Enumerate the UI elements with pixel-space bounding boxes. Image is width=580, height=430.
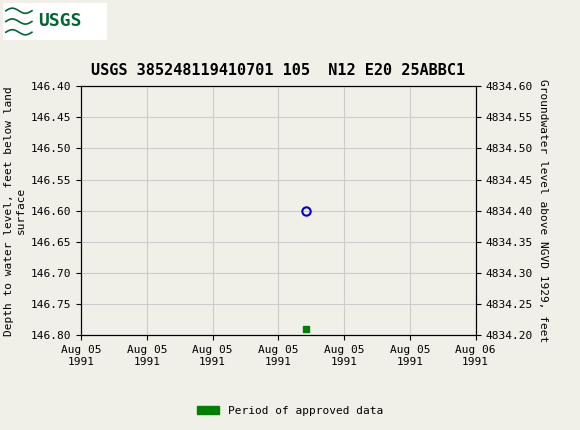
Y-axis label: Groundwater level above NGVD 1929, feet: Groundwater level above NGVD 1929, feet xyxy=(538,79,548,342)
Title: USGS 385248119410701 105  N12 E20 25ABBC1: USGS 385248119410701 105 N12 E20 25ABBC1 xyxy=(91,63,466,78)
Y-axis label: Depth to water level, feet below land
surface: Depth to water level, feet below land su… xyxy=(4,86,26,335)
Text: USGS: USGS xyxy=(38,12,81,31)
Bar xyxy=(3,3,107,40)
Legend: Period of approved data: Period of approved data xyxy=(193,401,387,420)
